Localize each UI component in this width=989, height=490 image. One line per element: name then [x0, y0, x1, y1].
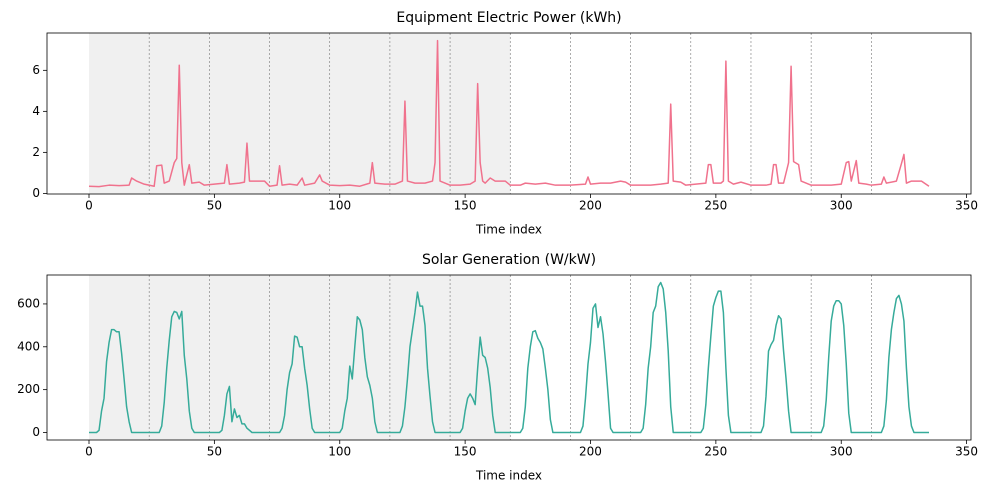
- y-tick-label: 0: [32, 425, 40, 439]
- x-tick-label: 150: [454, 199, 477, 213]
- x-tick-label: 300: [830, 199, 853, 213]
- x-tick-label: 250: [704, 445, 727, 459]
- y-tick-label: 600: [17, 296, 40, 310]
- x-axis-label: Time index: [475, 469, 542, 483]
- y-tick-label: 400: [17, 339, 40, 353]
- chart-title: Equipment Electric Power (kWh): [396, 10, 621, 26]
- x-tick-label: 50: [207, 199, 222, 213]
- chart-title: Solar Generation (W/kW): [422, 252, 596, 268]
- x-tick-label: 200: [579, 445, 602, 459]
- y-tick-label: 4: [32, 104, 40, 118]
- y-tick-label: 200: [17, 382, 40, 396]
- x-tick-label: 0: [85, 445, 93, 459]
- shaded-span: [89, 33, 511, 194]
- x-axis-label: Time index: [475, 223, 542, 237]
- x-tick-label: 150: [454, 445, 477, 459]
- x-tick-label: 50: [207, 445, 222, 459]
- x-tick-label: 350: [955, 445, 978, 459]
- x-tick-label: 250: [704, 199, 727, 213]
- x-tick-label: 100: [328, 445, 351, 459]
- y-tick-label: 0: [32, 186, 40, 200]
- x-tick-label: 350: [955, 199, 978, 213]
- data-line: [88, 39, 930, 188]
- x-tick-label: 100: [328, 199, 351, 213]
- data-line: [89, 281, 929, 434]
- x-tick-label: 0: [85, 199, 93, 213]
- y-tick-label: 6: [32, 63, 40, 77]
- axes-frame: [46, 32, 972, 195]
- axes-frame: [46, 274, 972, 441]
- x-tick-label: 200: [579, 199, 602, 213]
- y-tick-label: 2: [32, 145, 40, 159]
- x-tick-label: 300: [830, 445, 853, 459]
- shaded-span: [89, 275, 511, 440]
